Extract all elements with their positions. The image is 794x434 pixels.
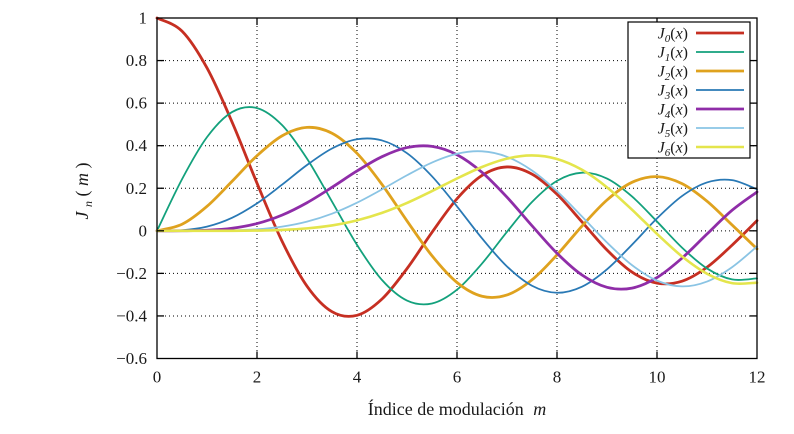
y-tick-label-−0.2: −0.2 — [116, 264, 147, 283]
legend-label-J0: J0(x) — [658, 26, 688, 46]
series-layer — [155, 16, 759, 318]
legend-entry-J5: J5(x) — [658, 121, 744, 141]
x-tick-label-8: 8 — [553, 368, 562, 387]
y-tick-label-0.4: 0.4 — [126, 136, 148, 155]
y-axis-label-sub: n — [81, 201, 95, 207]
legend-label-J6: J6(x) — [658, 140, 688, 160]
x-axis-label: Índice de modulación m — [368, 398, 546, 419]
series-J0-curve — [155, 16, 759, 318]
legend-entry-J6: J6(x) — [658, 140, 744, 160]
x-tick-label-0: 0 — [153, 368, 162, 387]
series-J1-curve — [156, 106, 758, 306]
legend-entry-J3: J3(x) — [658, 83, 744, 103]
y-tick-label-−0.4: −0.4 — [116, 306, 147, 325]
y-axis-label-base: J — [72, 211, 92, 220]
x-tick-label-4: 4 — [353, 368, 362, 387]
legend-layer: J0(x)J1(x)J2(x)J3(x)J4(x)J5(x)J6(x) — [627, 21, 751, 160]
y-axis-label: J n ( m ) — [72, 163, 96, 220]
tick-label-layer: 1 0.8 0.6 0.4 0.2 0 −0.2 −0.4 −0.6 0 2 4 6 8 10 12 — [116, 9, 765, 387]
series-J2-curve — [155, 125, 759, 299]
legend-entry-J2: J2(x) — [658, 64, 744, 84]
legend-label-J1: J1(x) — [658, 45, 688, 65]
y-tick-label-−0.6: −0.6 — [116, 349, 147, 368]
x-tick-label-10: 10 — [649, 368, 666, 387]
x-tick-label-2: 2 — [253, 368, 262, 387]
legend-label-J4: J4(x) — [658, 102, 688, 122]
legend-entry-J0: J0(x) — [658, 26, 744, 46]
series-J3-curve — [156, 137, 758, 294]
legend-label-J2: J2(x) — [658, 64, 688, 84]
y-tick-label-0.2: 0.2 — [126, 179, 147, 198]
y-tick-label-0: 0 — [139, 221, 148, 240]
y-tick-label-0.8: 0.8 — [126, 51, 147, 70]
x-tick-label-6: 6 — [453, 368, 462, 387]
y-tick-label-1: 1 — [139, 9, 148, 28]
y-tick-label-0.6: 0.6 — [126, 94, 147, 113]
frame-layer — [156, 17, 758, 360]
x-axis-label-text: Índice de modulación — [368, 398, 524, 419]
legend-entry-J4: J4(x) — [658, 102, 744, 122]
legend-label-J5: J5(x) — [658, 121, 688, 141]
series-J4-curve — [155, 144, 759, 291]
legend-label-J3: J3(x) — [658, 83, 688, 103]
legend-entry-J1: J1(x) — [658, 45, 744, 65]
x-tick-label-12: 12 — [749, 368, 766, 387]
y-axis-label-open-paren: ( — [72, 191, 93, 197]
y-axis-label-var: m — [72, 173, 92, 186]
x-axis-label-var: m — [533, 399, 546, 419]
y-axis-label-close-paren: ) — [72, 163, 93, 169]
series-J6-curve — [155, 154, 759, 285]
